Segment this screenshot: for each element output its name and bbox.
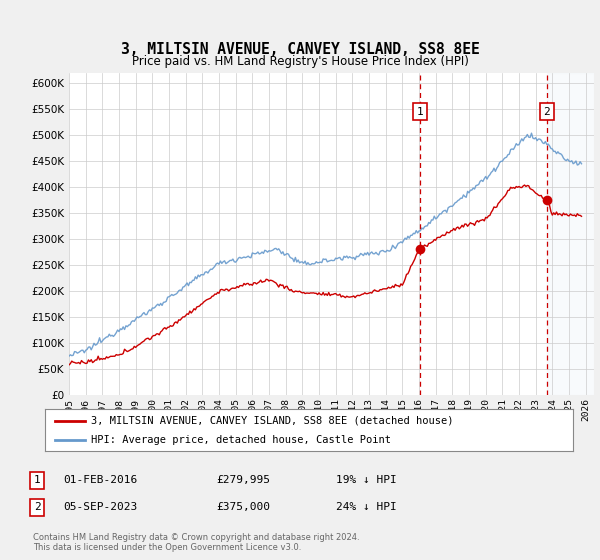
Text: 2: 2 [34, 502, 41, 512]
Text: 1: 1 [34, 475, 41, 486]
Text: 3, MILTSIN AVENUE, CANVEY ISLAND, SS8 8EE: 3, MILTSIN AVENUE, CANVEY ISLAND, SS8 8E… [121, 42, 479, 57]
Text: £375,000: £375,000 [216, 502, 270, 512]
Text: Price paid vs. HM Land Registry's House Price Index (HPI): Price paid vs. HM Land Registry's House … [131, 55, 469, 68]
Text: 3, MILTSIN AVENUE, CANVEY ISLAND, SS8 8EE (detached house): 3, MILTSIN AVENUE, CANVEY ISLAND, SS8 8E… [91, 416, 454, 426]
Text: 19% ↓ HPI: 19% ↓ HPI [336, 475, 397, 486]
Text: £279,995: £279,995 [216, 475, 270, 486]
Text: This data is licensed under the Open Government Licence v3.0.: This data is licensed under the Open Gov… [33, 543, 301, 552]
Text: 01-FEB-2016: 01-FEB-2016 [63, 475, 137, 486]
Text: 2: 2 [544, 107, 550, 116]
Text: 05-SEP-2023: 05-SEP-2023 [63, 502, 137, 512]
Bar [547, 73, 594, 395]
Text: HPI: Average price, detached house, Castle Point: HPI: Average price, detached house, Cast… [91, 435, 391, 445]
Text: 1: 1 [417, 107, 424, 116]
Text: 24% ↓ HPI: 24% ↓ HPI [336, 502, 397, 512]
Text: Contains HM Land Registry data © Crown copyright and database right 2024.: Contains HM Land Registry data © Crown c… [33, 533, 359, 542]
